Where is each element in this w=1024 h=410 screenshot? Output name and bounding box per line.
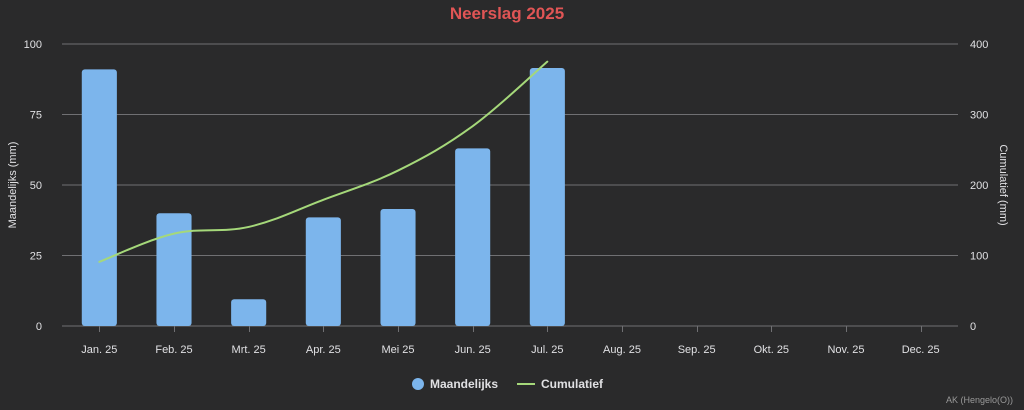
x-tick-label: Jun. 25: [455, 344, 491, 356]
x-tick-label: Mrt. 25: [232, 344, 266, 356]
grid-lines: [62, 43, 958, 327]
cumulatief-point-1[interactable]: [96, 259, 102, 265]
x-tick-label: Aug. 25: [603, 344, 641, 356]
legend-circle-icon: [412, 378, 424, 390]
cumulatief-point-6[interactable]: [470, 123, 476, 129]
bar-series-maandelijks: [81, 67, 565, 326]
x-tick-label: Nov. 25: [827, 344, 864, 356]
y-right-tick-label: 100: [970, 251, 988, 263]
bar-3[interactable]: [231, 299, 267, 326]
bar-4[interactable]: [305, 217, 341, 326]
cumulatief-point-5[interactable]: [395, 168, 401, 174]
y-right-tick-label: 400: [970, 39, 988, 51]
y-left-tick-label: 0: [36, 321, 42, 333]
y-left-tick-label: 100: [24, 39, 42, 51]
x-tick-label: Apr. 25: [306, 344, 341, 356]
legend-item-cumulatief[interactable]: Cumulatief: [517, 377, 604, 391]
x-tick-label: Jan. 25: [81, 344, 117, 356]
x-tick-label: Okt. 25: [754, 344, 789, 356]
y-right-tick-label: 200: [970, 180, 988, 192]
y-left-tick-label: 50: [30, 180, 42, 192]
axis-ticks: Jan. 25 Feb. 25 Mrt. 25 Apr. 25 Mei 25 Jun. 2…: [24, 39, 989, 356]
y-left-tick-label: 25: [30, 251, 42, 263]
x-tick-label: Sep. 25: [678, 344, 716, 356]
line-series-cumulatief: [96, 59, 550, 265]
chart-title: Neerslag 2025: [450, 4, 564, 23]
x-tick-label: Feb. 25: [155, 344, 192, 356]
legend-item-maandelijks[interactable]: Maandelijks: [412, 377, 498, 391]
x-tick-label: Mei 25: [381, 344, 414, 356]
y-right-tick-label: 300: [970, 110, 988, 122]
bar-6[interactable]: [455, 148, 491, 326]
cumulatief-point-2[interactable]: [171, 231, 177, 237]
legend-label-maandelijks: Maandelijks: [430, 377, 498, 391]
cumulatief-point-3[interactable]: [246, 224, 252, 230]
bar-5[interactable]: [380, 208, 416, 326]
credits-text: AK (Hengelo(O)): [946, 395, 1013, 405]
cumulatief-point-4[interactable]: [320, 197, 326, 203]
bar-7[interactable]: [529, 67, 565, 326]
x-tick-label: Jul. 25: [531, 344, 563, 356]
y-axis-right-title: Cumulatief (mm): [997, 144, 1009, 225]
y-right-tick-label: 0: [970, 321, 976, 333]
cumulatief-point-7[interactable]: [544, 59, 550, 65]
y-axis-left-title: Maandelijks (mm): [7, 142, 19, 229]
cumulatief-line[interactable]: [98, 60, 549, 263]
bar-2[interactable]: [156, 213, 192, 326]
legend: Maandelijks Cumulatief: [412, 377, 604, 391]
legend-label-cumulatief: Cumulatief: [541, 377, 604, 391]
bar-1[interactable]: [81, 69, 117, 326]
y-left-tick-label: 75: [30, 110, 42, 122]
x-tick-label: Dec. 25: [902, 344, 940, 356]
